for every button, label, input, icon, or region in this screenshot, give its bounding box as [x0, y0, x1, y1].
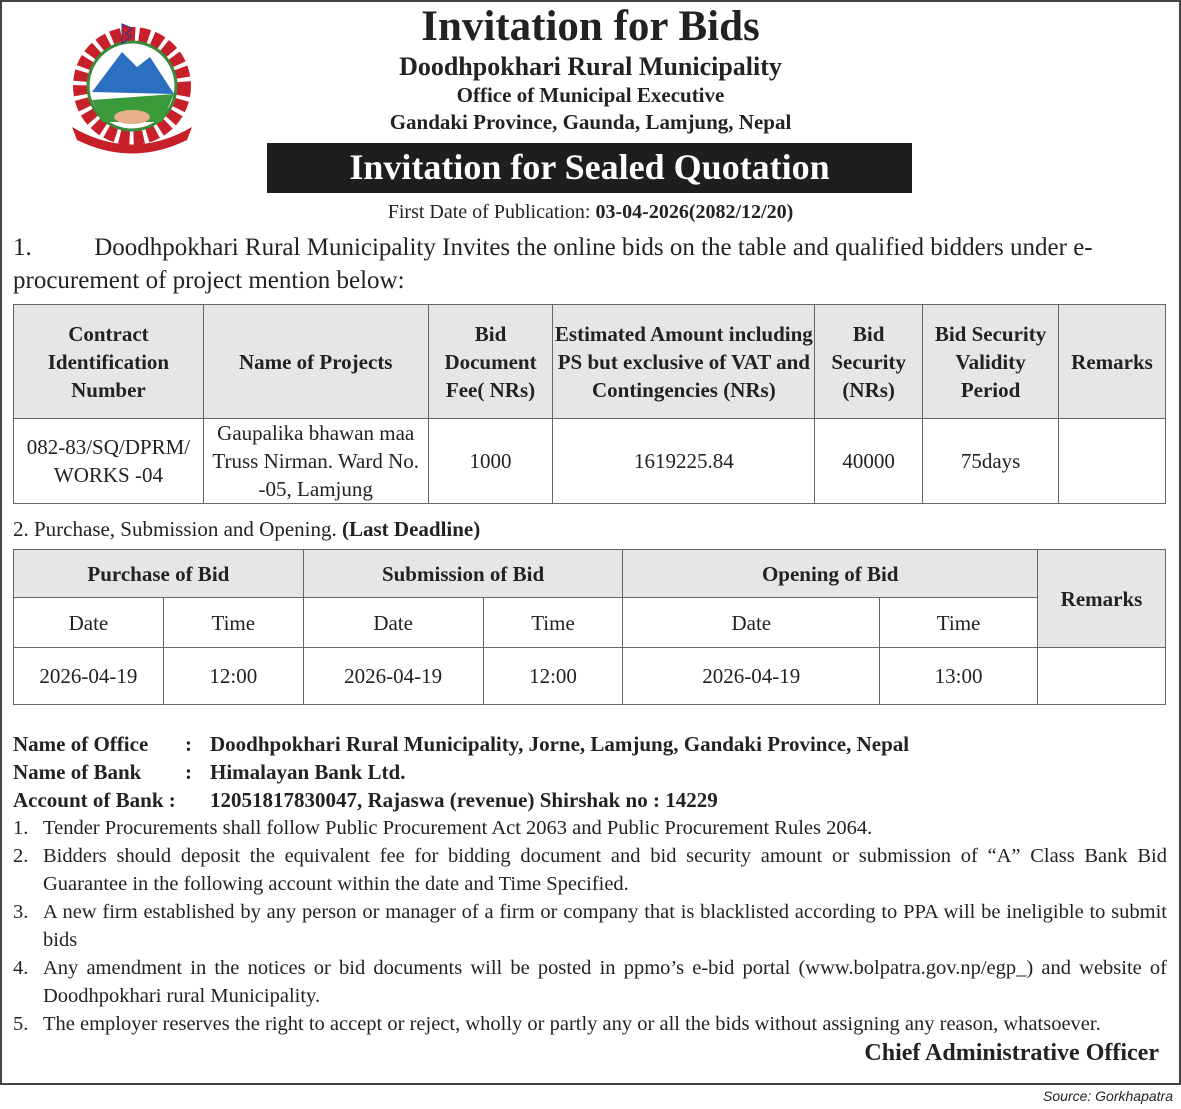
info-key: Account of Bank : — [13, 788, 176, 812]
header-remarks: Remarks — [1037, 549, 1166, 648]
bid-security: 40000 — [814, 418, 924, 504]
note-number: 1. — [13, 817, 29, 839]
info-value: Doodhpokhari Rural Municipality, Jorne, … — [210, 732, 910, 756]
signature: Chief Administrative Officer — [864, 1040, 1159, 1066]
office-name: Office of Municipal Executive — [456, 83, 725, 107]
header-cell: Estimated Amount including PS but exclus… — [552, 304, 816, 419]
table-row: 082-83/SQ/DPRM/ WORKS -04 Gaupalika bhaw… — [13, 418, 1166, 504]
page-title: Invitation for Bids — [421, 3, 760, 50]
header-cell: Remarks — [1058, 304, 1166, 419]
remarks — [1058, 418, 1166, 504]
source-credit: Source: Gorkhapatra — [1043, 1088, 1173, 1104]
note-text: Any amendment in the notices or bid docu… — [43, 957, 1167, 1007]
publication-date-value: 03-04-2026(2082/12/20) — [595, 201, 794, 223]
header-cell: Bid Document Fee( NRs) — [427, 304, 554, 419]
opening-date: 2026-04-19 — [622, 647, 881, 705]
note-text: Bidders should deposit the equivalent fe… — [43, 845, 1167, 895]
note-number: 4. — [13, 957, 29, 979]
note-text: The employer reserves the right to accep… — [43, 1013, 1101, 1035]
section-2-heading: 2. Purchase, Submission and Opening. (La… — [13, 517, 480, 542]
project-name: Gaupalika bhawan maa Truss Nirman. Ward … — [202, 418, 429, 504]
publication-label: First Date of Publication: — [387, 201, 596, 223]
list-item: 1. Tender Procurements shall follow Publi… — [13, 814, 1167, 842]
opening-time: 13:00 — [879, 647, 1038, 705]
time-label: Time — [482, 597, 624, 648]
table-row: 2026-04-19 12:00 2026-04-19 12:00 2026-0… — [13, 647, 1166, 705]
info-row: Name of Office: Doodhpokhari Rural Munici… — [13, 730, 909, 758]
info-key: Name of Bank — [13, 760, 142, 784]
list-item: 4. Any amendment in the notices or bid do… — [13, 954, 1167, 1010]
list-item: 3. A new firm established by any person o… — [13, 898, 1167, 954]
notice-frame — [0, 0, 1181, 1085]
purchase-time: 12:00 — [162, 647, 304, 705]
header-cell: Bid Security (NRs) — [814, 304, 924, 419]
note-text: A new firm established by any person or … — [43, 901, 1167, 951]
note-number: 2. — [13, 845, 29, 867]
section-2-deadline: (Last Deadline) — [341, 517, 481, 541]
header-purchase: Purchase of Bid — [13, 549, 304, 598]
table-subheader-row: Date Time Date Time Date Time — [13, 597, 1166, 648]
schedule-table: Purchase of Bid Submission of Bid Openin… — [13, 549, 1166, 705]
validity-period: 75days — [922, 418, 1059, 504]
table-header-row: Contract Identification Number Name of P… — [13, 304, 1166, 419]
section-2-label: 2. Purchase, Submission and Opening. — [13, 517, 342, 541]
header-submission: Submission of Bid — [302, 549, 624, 598]
info-row: Account of Bank : 12051817830047, Rajaswa… — [13, 786, 909, 814]
estimated-amount: 1619225.84 — [552, 418, 816, 504]
info-key: Name of Office — [13, 732, 149, 756]
list-item: 5. The employer reserves the right to acc… — [13, 1010, 1113, 1038]
remarks — [1037, 647, 1166, 705]
date-label: Date — [13, 597, 164, 648]
info-value: Himalayan Bank Ltd. — [210, 760, 406, 784]
notes-list: 1. Tender Procurements shall follow Publi… — [13, 814, 1167, 1038]
time-label: Time — [879, 597, 1038, 648]
nepal-emblem-logo — [72, 23, 192, 154]
publication-date: First Date of Publication: 03-04-2026(20… — [0, 201, 1181, 224]
info-value: 12051817830047, Rajaswa (revenue) Shirsh… — [210, 788, 718, 812]
bank-info: Name of Office: Doodhpokhari Rural Munici… — [13, 730, 909, 814]
table-header-row: Purchase of Bid Submission of Bid Openin… — [13, 549, 1166, 648]
document-fee: 1000 — [427, 418, 554, 504]
header-cell: Contract Identification Number — [13, 304, 204, 419]
date-label: Date — [302, 597, 484, 648]
time-label: Time — [162, 597, 304, 648]
header-cell: Bid Security Validity Period — [922, 304, 1059, 419]
submission-time: 12:00 — [482, 647, 624, 705]
header-opening: Opening of Bid — [622, 549, 1038, 598]
purchase-date: 2026-04-19 — [13, 647, 164, 705]
organization-name: Doodhpokhari Rural Municipality — [399, 52, 782, 81]
office-address: Gandaki Province, Gaunda, Lamjung, Nepal — [389, 110, 792, 134]
note-text: Tender Procurements shall follow Public … — [43, 817, 873, 839]
contract-id: 082-83/SQ/DPRM/ WORKS -04 — [13, 418, 204, 504]
info-row: Name of Bank: Himalayan Bank Ltd. — [13, 758, 909, 786]
notice-banner: Invitation for Sealed Quotation — [267, 143, 912, 193]
info-sep: : — [185, 760, 192, 784]
intro-paragraph: 1. Doodhpokhari Rural Municipality Invit… — [13, 234, 1093, 294]
projects-table: Contract Identification Number Name of P… — [13, 304, 1166, 504]
list-item: 2. Bidders should deposit the equivalent … — [13, 842, 1167, 898]
note-number: 5. — [13, 1013, 29, 1035]
info-sep: : — [185, 732, 192, 756]
header-cell: Name of Projects — [202, 304, 429, 419]
submission-date: 2026-04-19 — [302, 647, 484, 705]
date-label: Date — [622, 597, 881, 648]
note-number: 3. — [13, 901, 29, 923]
